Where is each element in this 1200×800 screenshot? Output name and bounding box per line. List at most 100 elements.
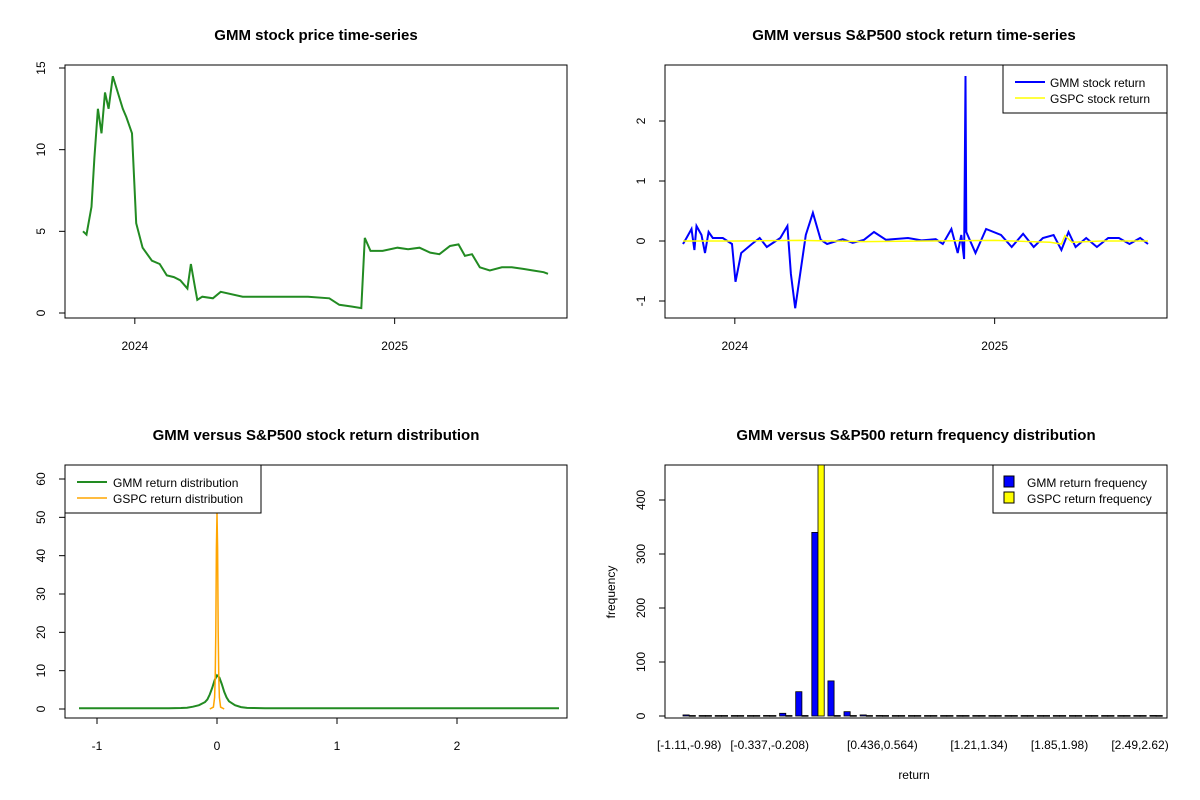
x-tick-label: [2.49,2.62) [1111, 738, 1168, 752]
bar-gmm [828, 681, 834, 716]
x-tick-label: [0.436,0.564) [847, 738, 918, 752]
bar-gspc [963, 716, 969, 717]
bar-gmm [941, 716, 947, 717]
x-tick-label: 2024 [721, 339, 748, 353]
bar-gspc [1092, 716, 1098, 717]
y-tick-label: 10 [34, 143, 48, 157]
bar-gspc [818, 465, 824, 716]
bar-gspc [1108, 716, 1114, 717]
y-tick-label: -1 [634, 295, 648, 306]
legend-swatch-gmm [1004, 476, 1014, 487]
bar-gmm [892, 716, 898, 717]
bar-gspc [802, 716, 808, 717]
bar-gspc [882, 716, 888, 717]
y-tick-label: 15 [34, 61, 48, 75]
y-tick-label: 0 [34, 705, 48, 712]
y-tick-label: 300 [634, 544, 648, 564]
legend-swatch-gspc [1004, 492, 1014, 503]
bar-gmm [844, 712, 850, 716]
y-tick-label: 200 [634, 598, 648, 618]
bar-gmm [860, 715, 866, 716]
y-tick-label: 400 [634, 490, 648, 510]
series-line-gmm-density [79, 675, 559, 708]
bar-gmm [1053, 716, 1059, 717]
y-tick-label: 0 [634, 237, 648, 244]
y-tick-label: 0 [34, 309, 48, 316]
bar-gspc [850, 716, 856, 717]
bar-gspc [1124, 716, 1130, 717]
y-tick-label: 60 [34, 472, 48, 486]
x-tick-label: 2024 [121, 339, 148, 353]
bar-gspc [1156, 716, 1162, 717]
chart-title: GMM versus S&P500 stock return time-seri… [752, 27, 1075, 44]
bar-gmm [812, 532, 818, 716]
bar-gmm [973, 716, 979, 717]
bar-gmm [715, 716, 721, 717]
legend-label-gmm: GMM return frequency [1027, 476, 1147, 490]
bar-gmm [747, 716, 753, 717]
x-tick-label: -1 [92, 739, 103, 753]
chart-title: GMM versus S&P500 return frequency distr… [736, 427, 1095, 444]
bar-gmm [796, 692, 802, 716]
x-tick-label: 2 [454, 739, 461, 753]
bar-gmm [780, 713, 786, 716]
bar-gspc [899, 716, 905, 717]
y-tick-label: 30 [34, 587, 48, 601]
legend-label-gspc: GSPC return frequency [1027, 492, 1152, 506]
legend-label-gspc: GSPC stock return [1050, 92, 1150, 106]
plot-frame [65, 65, 567, 318]
x-tick-label: 2025 [381, 339, 408, 353]
x-tick-label: 2025 [981, 339, 1008, 353]
y-tick-label: 40 [34, 549, 48, 563]
y-tick-label: 2 [634, 117, 648, 124]
bar-gspc [786, 716, 792, 717]
bar-gspc [754, 716, 760, 717]
y-tick-label: 5 [34, 228, 48, 235]
legend-label-gmm: GMM return distribution [113, 476, 238, 490]
bar-gspc [689, 716, 695, 717]
bar-gmm [1069, 716, 1075, 717]
x-tick-label: 1 [334, 739, 341, 753]
x-axis-label: return [898, 768, 929, 782]
bar-gmm [925, 716, 931, 717]
bar-gspc [1027, 716, 1033, 717]
bar-gspc [979, 716, 985, 717]
x-tick-label: [-0.337,-0.208) [730, 738, 809, 752]
bar-gmm [683, 715, 689, 716]
bar-gmm [1021, 716, 1027, 717]
bar-gmm [957, 716, 963, 717]
bar-gmm [1150, 715, 1156, 716]
bar-gspc [1076, 716, 1082, 717]
x-tick-label: 0 [214, 739, 221, 753]
bar-gmm [731, 716, 737, 717]
y-tick-label: 50 [34, 510, 48, 524]
bar-gspc [770, 716, 776, 717]
bar-gspc [1060, 716, 1066, 717]
legend-label-gmm: GMM stock return [1050, 76, 1145, 90]
bar-gmm [1102, 716, 1108, 717]
y-tick-label: 20 [34, 625, 48, 639]
bar-gmm [699, 716, 705, 717]
x-tick-label: [1.85,1.98) [1031, 738, 1088, 752]
series-line-gspc-density [210, 514, 224, 710]
bar-gspc [866, 716, 872, 717]
chart-title: GMM versus S&P500 stock return distribut… [153, 427, 480, 444]
bar-gspc [995, 716, 1001, 717]
bar-gmm [1037, 716, 1043, 717]
bar-gmm [1118, 716, 1124, 717]
bar-gspc [1043, 716, 1049, 717]
x-tick-label: [1.21,1.34) [950, 738, 1007, 752]
bar-gspc [705, 716, 711, 717]
bar-gmm [1005, 716, 1011, 717]
bar-gmm [1086, 716, 1092, 717]
bar-gspc [915, 716, 921, 717]
series-line-gmm-price [83, 76, 548, 308]
bar-gmm [1134, 716, 1140, 717]
y-tick-label: 0 [634, 712, 648, 719]
bar-gmm [764, 715, 770, 716]
bar-gspc [721, 716, 727, 717]
y-tick-label: 100 [634, 652, 648, 672]
bar-gmm [989, 716, 995, 717]
bar-gmm [908, 716, 914, 717]
bar-gspc [931, 716, 937, 717]
